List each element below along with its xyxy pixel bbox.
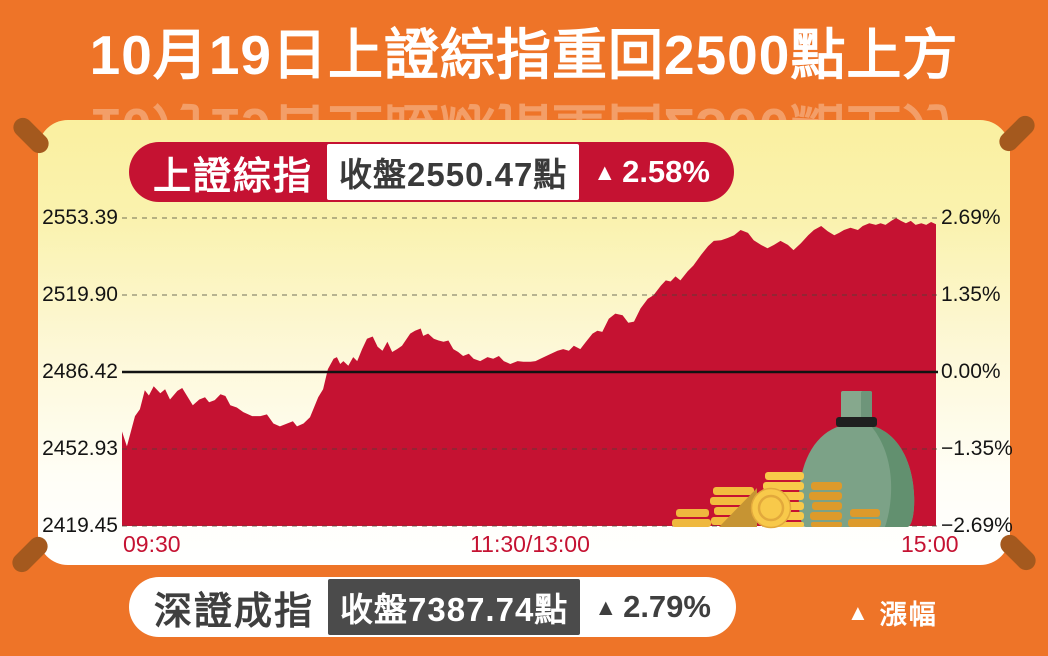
- legend-rise: ▲ 漲幅: [847, 593, 938, 632]
- up-triangle-icon: ▲: [847, 599, 869, 625]
- x-axis-label: 09:30: [123, 531, 181, 557]
- x-axis-label: 11:30/13:00: [470, 531, 590, 557]
- y-axis-label: 2.69%: [941, 206, 1001, 229]
- money-bag-icon: [798, 391, 915, 527]
- page-title: 10月19日上證綜指重回2500點上方: [89, 24, 959, 86]
- change-badge: ▲ 2.79%: [594, 589, 711, 625]
- close-value-box: 收盤7387.74點: [328, 579, 581, 635]
- y-axis-label: 2452.93: [42, 437, 118, 460]
- y-axis-label: −1.35%: [941, 437, 1013, 460]
- legend-label: 漲幅: [879, 600, 938, 630]
- y-axis-label: 2519.90: [42, 283, 118, 306]
- up-triangle-icon: ▲: [593, 158, 617, 185]
- gold-coins-icon: [672, 472, 881, 529]
- shenzhen-index-badge: 深證成指 收盤7387.74點 ▲ 2.79%: [129, 577, 736, 637]
- shanghai-index-badge: 上證綜指 收盤2550.47點 ▲ 2.58%: [129, 142, 734, 202]
- up-triangle-icon: ▲: [594, 593, 618, 620]
- x-axis-label: 15:00: [901, 531, 959, 557]
- index-name-label: 上證綜指: [153, 155, 314, 198]
- change-value: 2.58%: [622, 154, 710, 189]
- index-name-label: 深證成指: [154, 590, 315, 633]
- y-axis-label: 2553.39: [42, 206, 118, 229]
- change-value: 2.79%: [623, 589, 711, 624]
- y-axis-label: 1.35%: [941, 283, 1001, 306]
- y-axis-label: 2419.45: [42, 514, 118, 537]
- close-value-box: 收盤2550.47點: [327, 144, 580, 200]
- y-axis-label: 0.00%: [941, 360, 1001, 383]
- change-badge: ▲ 2.58%: [593, 154, 710, 190]
- y-axis-label: 2486.42: [42, 360, 118, 383]
- y-axis-label: −2.69%: [941, 514, 1013, 537]
